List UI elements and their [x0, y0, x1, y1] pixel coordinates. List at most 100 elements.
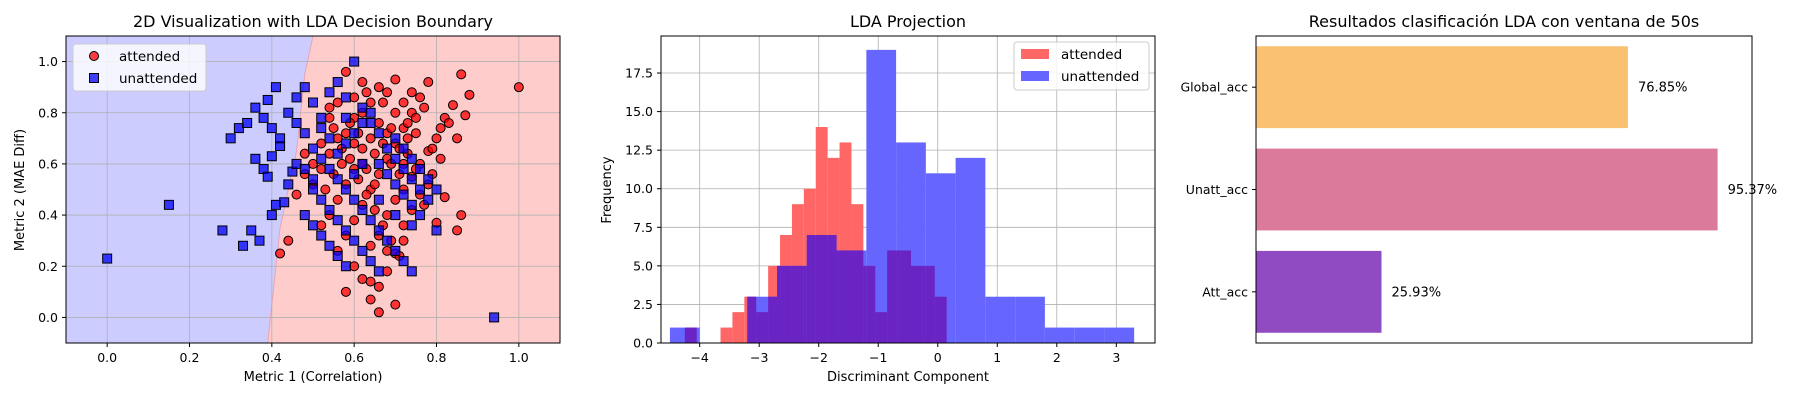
unattended-point [373, 128, 384, 139]
unattended-bin [1015, 296, 1045, 343]
bar-value-label: 25.93% [1392, 285, 1442, 300]
unattended-point [390, 245, 401, 256]
accuracy-bar [1256, 250, 1382, 333]
attended-point [386, 123, 397, 134]
attended-point [373, 281, 384, 292]
overlap-bin [803, 265, 807, 343]
attended-point [373, 307, 384, 318]
unattended-point [357, 158, 368, 169]
attended-point [365, 294, 376, 305]
attended-point [439, 192, 450, 203]
scatter-ytick-label: 0.8 [38, 105, 58, 120]
unattended-point [308, 143, 318, 154]
histogram-ytick-label: 15.0 [625, 104, 653, 119]
attended-point [349, 138, 360, 149]
attended-point [340, 66, 351, 77]
attended-point [299, 148, 310, 159]
attended-point [410, 112, 421, 123]
scatter-xtick-label: 0.4 [262, 350, 282, 365]
unattended-point [332, 174, 343, 185]
attended-point [349, 92, 360, 103]
attended-point [402, 133, 413, 144]
bar-title: Resultados clasificación LDA con ventana… [1309, 12, 1700, 31]
legend-unattended-label: unattended [1061, 69, 1139, 85]
attended-point [419, 102, 430, 113]
unattended-point [373, 266, 384, 277]
unattended-point [242, 117, 253, 128]
attended-point [324, 148, 335, 159]
overlap-bin [791, 265, 804, 343]
unattended-point [398, 164, 409, 175]
histogram-ytick-label: 12.5 [625, 143, 653, 158]
attended-point [365, 133, 376, 144]
attended-point [373, 169, 384, 180]
unattended-point [349, 194, 360, 205]
scatter-xtick-label: 0.2 [180, 350, 200, 365]
unattended-point [299, 128, 310, 139]
scatter-xlabel: Metric 1 (Correlation) [244, 370, 383, 385]
unattended-point [332, 215, 343, 226]
unattended-point [324, 240, 335, 251]
unattended-point [250, 153, 261, 164]
attended-point [332, 97, 343, 108]
unattended-point [299, 164, 310, 175]
unattended-point [324, 133, 335, 144]
overlap-bin [747, 296, 757, 343]
scatter-xtick-label: 0.8 [427, 350, 447, 365]
attended-bin [815, 127, 828, 343]
unattended-point [254, 235, 265, 246]
unattended-point [382, 169, 393, 180]
attended-point [349, 261, 360, 272]
histogram-ytick-label: 5.0 [633, 258, 653, 273]
unattended-point [390, 153, 401, 164]
attended-point [361, 87, 372, 98]
unattended-point [266, 123, 277, 134]
attended-point [382, 266, 393, 277]
scatter-title: 2D Visualization with LDA Decision Bound… [133, 12, 493, 31]
attended-point [390, 299, 401, 310]
scatter-xtick-label: 1.0 [509, 350, 529, 365]
attended-point [316, 164, 327, 175]
histogram-xtick-label: −4 [690, 350, 708, 365]
attended-point [382, 245, 393, 256]
overlap-bin [756, 312, 769, 343]
overlap-bin [839, 250, 852, 343]
unattended-point [266, 151, 277, 162]
histogram-frame [660, 35, 1156, 344]
attended-point [357, 77, 368, 88]
scatter-xtick-label: 0.0 [97, 350, 117, 365]
overlap-bin [836, 250, 840, 343]
unattended-point [349, 128, 360, 139]
attended-bin [732, 312, 745, 343]
attended-point [345, 153, 356, 164]
histogram-xtick-label: 3 [1112, 350, 1120, 365]
overlap-bin [934, 296, 947, 343]
unattended-bin [1074, 327, 1105, 343]
attended-point [316, 220, 327, 231]
unattended-point [365, 117, 376, 128]
attended-point [406, 87, 417, 98]
unattended-point [382, 143, 393, 154]
unattended-point [275, 133, 286, 144]
unattended-point [398, 256, 409, 267]
overlap-bin [851, 250, 864, 343]
unattended-point [357, 102, 368, 113]
attended-bin [839, 142, 852, 343]
histogram-xtick-label: −2 [810, 350, 828, 365]
unattended-point [373, 194, 384, 205]
accuracy-bar [1256, 46, 1628, 129]
unattended-point [340, 112, 351, 123]
unattended-point [398, 143, 409, 154]
overlap-bin [684, 327, 697, 343]
overlap-bin [866, 265, 876, 343]
attended-point [361, 189, 372, 200]
attended-point [382, 87, 393, 98]
unattended-point [431, 225, 442, 236]
unattended-point [349, 235, 360, 246]
unattended-bin [955, 157, 986, 343]
attended-point [369, 179, 380, 190]
overlap-bin [887, 250, 897, 343]
histogram-chart: LDA Projection −4 −3 −2 −1 0 1 2 3 0.0 2.5 5.0 7.5 1… [600, 12, 1156, 385]
unattended-point [406, 174, 417, 185]
